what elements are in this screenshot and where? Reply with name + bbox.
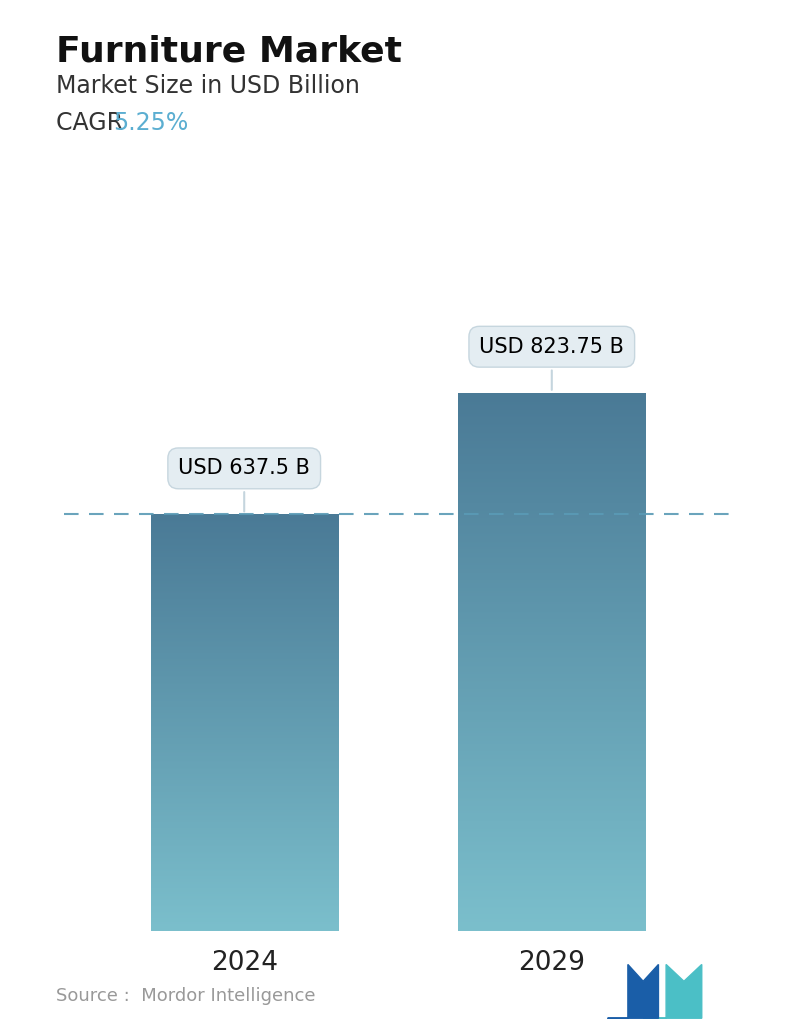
Text: USD 637.5 B: USD 637.5 B — [178, 458, 310, 512]
Polygon shape — [643, 965, 702, 1018]
Text: CAGR: CAGR — [56, 111, 131, 134]
Text: Market Size in USD Billion: Market Size in USD Billion — [56, 74, 360, 98]
Text: Furniture Market: Furniture Market — [56, 34, 402, 68]
Text: Source :  Mordor Intelligence: Source : Mordor Intelligence — [56, 987, 315, 1005]
Text: USD 823.75 B: USD 823.75 B — [479, 337, 624, 390]
Text: 5.25%: 5.25% — [113, 111, 189, 134]
Polygon shape — [607, 965, 658, 1018]
